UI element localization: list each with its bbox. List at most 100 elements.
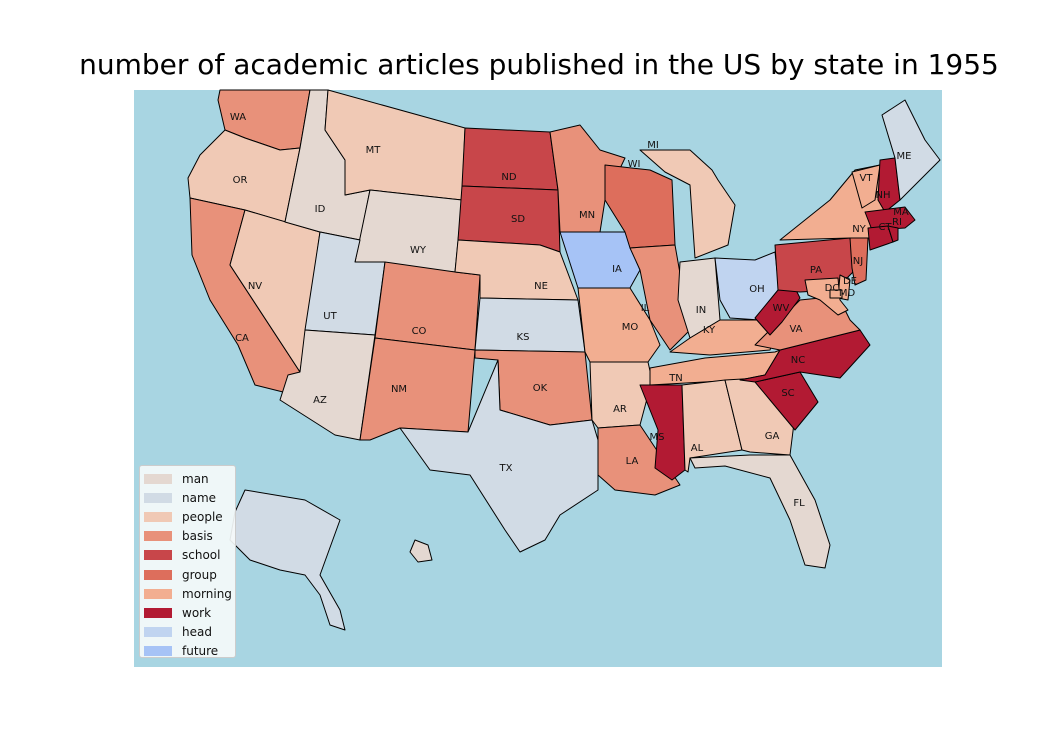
state-label-mn: MN xyxy=(579,210,595,221)
legend-label: work xyxy=(182,605,212,620)
state-label-nv: NV xyxy=(248,281,262,292)
state-label-id: ID xyxy=(315,204,326,215)
state-ri xyxy=(887,225,899,243)
state-label-mi: MI xyxy=(647,140,659,151)
legend-label: people xyxy=(182,509,223,524)
legend-swatch xyxy=(144,607,172,618)
state-label-la: LA xyxy=(626,456,639,467)
state-label-or: OR xyxy=(233,175,248,186)
state-label-ne: NE xyxy=(534,281,548,292)
state-label-mt: MT xyxy=(366,145,382,156)
state-nj xyxy=(849,237,869,286)
legend-swatch xyxy=(144,492,172,503)
state-label-vt: VT xyxy=(860,173,874,184)
legend-swatch xyxy=(144,531,172,542)
state-label-nm: NM xyxy=(391,384,407,395)
state-label-ma: MA xyxy=(893,207,909,218)
state-label-me: ME xyxy=(897,151,912,162)
state-mo xyxy=(577,287,661,363)
state-label-ct: CT xyxy=(878,222,892,233)
state-vt xyxy=(851,164,881,209)
state-ia xyxy=(559,231,641,289)
state-label-tx: TX xyxy=(499,463,513,474)
state-label-tn: TN xyxy=(668,373,683,384)
legend-swatch xyxy=(144,646,172,657)
legend-swatch xyxy=(144,588,172,599)
state-label-wy: WY xyxy=(410,245,427,256)
legend-label: future xyxy=(182,644,219,659)
state-label-nc: NC xyxy=(791,355,805,366)
state-nc xyxy=(739,329,871,383)
state-label-ar: AR xyxy=(613,404,627,415)
state-label-ca: CA xyxy=(235,333,249,344)
legend-item-people: people xyxy=(140,507,235,526)
state-label-nd: ND xyxy=(501,172,516,183)
state-ks xyxy=(474,297,586,353)
state-label-wa: WA xyxy=(230,112,246,123)
legend-item-future: future xyxy=(140,642,235,661)
state-label-az: AZ xyxy=(313,395,327,406)
state-labels-layer: WA OR CA NV ID MT WY UT AZ CO NM ND SD NE KS OK TX MN IA MO… xyxy=(230,112,912,509)
state-label-ut: UT xyxy=(323,311,337,322)
state-label-nj: NJ xyxy=(853,256,863,267)
state-label-de: DE xyxy=(843,276,857,287)
state-label-in: IN xyxy=(696,305,706,316)
state-label-pa: PA xyxy=(810,265,822,276)
state-label-nh: NH xyxy=(876,190,891,201)
state-label-wi: WI xyxy=(628,159,641,170)
legend-swatch xyxy=(144,569,172,580)
state-la xyxy=(597,424,681,496)
state-hi xyxy=(409,539,433,563)
state-me xyxy=(881,99,941,201)
legend-item-head: head xyxy=(140,623,235,642)
state-label-dc: DC xyxy=(825,283,840,294)
state-label-wv: WV xyxy=(773,303,790,314)
legend-label: basis xyxy=(182,529,213,544)
legend-item-man: man xyxy=(140,469,235,488)
map-title: number of academic articles published in… xyxy=(79,48,999,81)
legend-item-basis: basis xyxy=(140,527,235,546)
state-label-ga: GA xyxy=(765,431,780,442)
legend-item-school: school xyxy=(140,546,235,565)
legend-swatch xyxy=(144,473,172,484)
state-label-il: IL xyxy=(641,303,650,314)
legend-swatch xyxy=(144,627,172,638)
legend: man name people basis school group morning work… xyxy=(139,465,236,658)
legend-label: school xyxy=(182,548,221,563)
state-wy xyxy=(354,189,463,273)
legend-label: head xyxy=(182,625,212,640)
state-label-ky: KY xyxy=(703,325,716,336)
state-label-sc: SC xyxy=(781,388,794,399)
state-label-ri: RI xyxy=(892,217,902,228)
state-md xyxy=(804,277,849,316)
state-label-ks: KS xyxy=(517,332,530,343)
state-label-oh: OH xyxy=(749,284,764,295)
state-label-ok: OK xyxy=(533,383,548,394)
legend-label: man xyxy=(182,471,209,486)
state-label-al: AL xyxy=(691,443,704,454)
state-nm xyxy=(359,337,476,441)
state-label-mo: MO xyxy=(622,322,639,333)
state-co xyxy=(374,261,481,351)
state-ma xyxy=(864,206,916,231)
legend-item-name: name xyxy=(140,488,235,507)
legend-label: group xyxy=(182,567,217,582)
state-nh xyxy=(877,157,901,213)
state-label-ms: MS xyxy=(650,432,665,443)
legend-label: name xyxy=(182,490,217,505)
state-il xyxy=(629,244,691,351)
state-label-ia: IA xyxy=(612,264,622,275)
state-fl xyxy=(689,454,831,569)
legend-swatch xyxy=(144,511,172,522)
state-label-co: CO xyxy=(412,326,427,337)
legend-item-group: group xyxy=(140,565,235,584)
legend-label: morning xyxy=(182,586,232,601)
legend-item-work: work xyxy=(140,603,235,622)
legend-swatch xyxy=(144,550,172,561)
state-label-ny: NY xyxy=(852,224,866,235)
state-label-fl: FL xyxy=(793,498,805,509)
state-label-sd: SD xyxy=(511,214,525,225)
state-label-md: MD xyxy=(839,288,856,299)
